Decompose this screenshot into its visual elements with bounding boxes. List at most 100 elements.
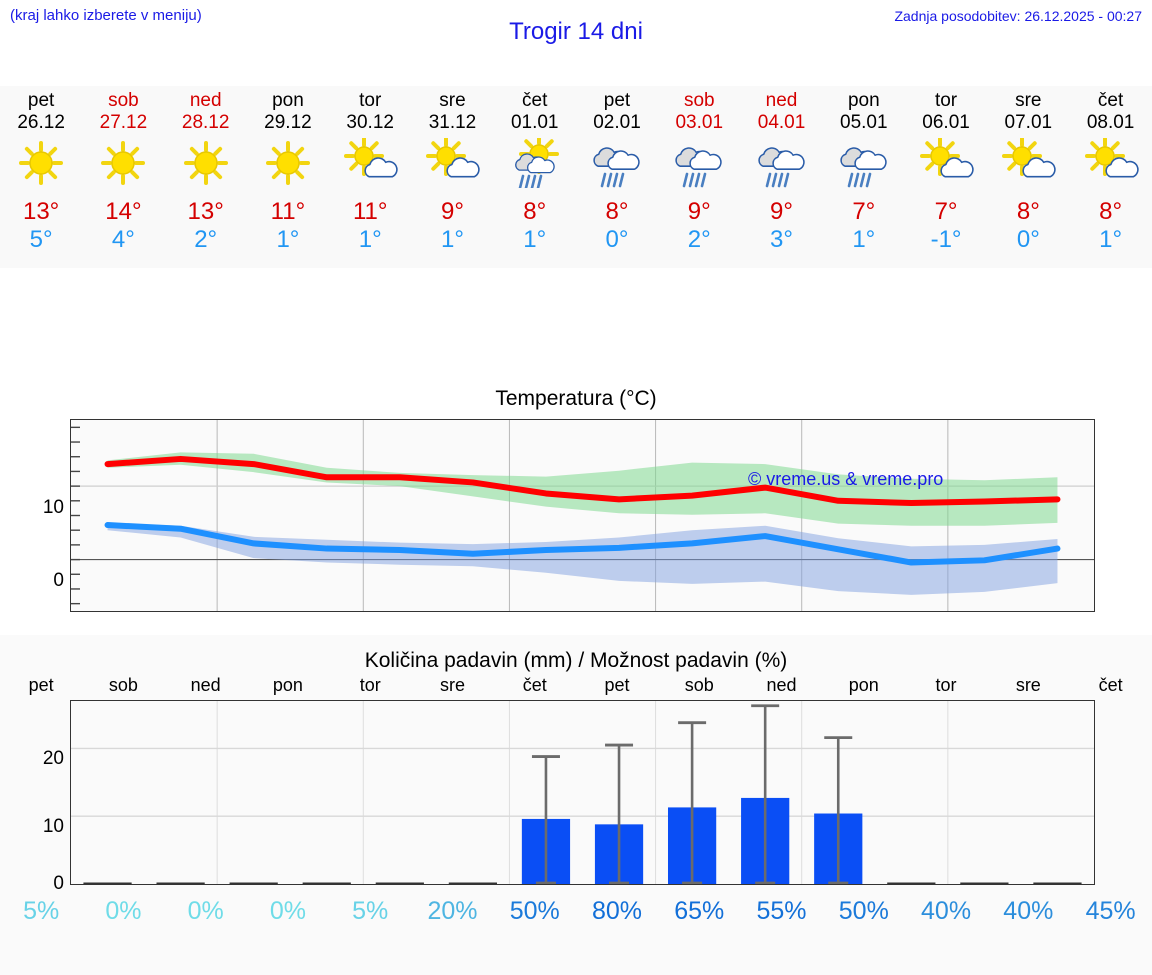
- precipitation-probability-label: 5%: [352, 897, 389, 925]
- forecast-day-name: sre: [1015, 90, 1042, 111]
- precipitation-probability-label: 55%: [756, 897, 807, 925]
- forecast-temp-max: 13°: [22, 198, 60, 225]
- precipitation-ytick-0: 0: [53, 873, 64, 894]
- forecast-day-column: sob 27.12 14° 4°: [82, 86, 164, 268]
- precipitation-plot-svg: [71, 701, 1094, 884]
- forecast-day-name: pet: [27, 90, 55, 111]
- sun-cloud-icon: [342, 136, 398, 190]
- precip-bar: [1033, 882, 1082, 884]
- forecast-day-date: 30.12: [346, 112, 394, 133]
- precipitation-x-label: pon: [272, 675, 303, 695]
- precipitation-x-label: sre: [1015, 675, 1041, 695]
- precipitation-ytick-20: 20: [42, 748, 64, 769]
- daily-forecast-strip: pet 26.12 13° 5° sob 27.12 14° 4° ned 28.12 13° 2° p…: [0, 86, 1152, 268]
- precipitation-x-label: čet: [522, 675, 547, 695]
- forecast-day-column: pon 05.01 7° 1°: [823, 86, 905, 268]
- forecast-day-date: 01.01: [510, 112, 559, 133]
- precipitation-probability-label: 0%: [187, 897, 224, 925]
- precipitation-probability-label: 65%: [674, 897, 725, 925]
- forecast-day-column: ned 28.12 13° 2°: [165, 86, 247, 268]
- forecast-day-date: 08.01: [1086, 112, 1135, 133]
- sun-cloud-icon: [424, 136, 481, 190]
- precip-bar: [375, 882, 424, 884]
- precip-bar: [83, 882, 132, 884]
- precipitation-probability-label: 40%: [921, 897, 972, 925]
- forecast-day-name: ned: [189, 90, 222, 111]
- temperature-chart-title: Temperatura (°C): [495, 387, 657, 410]
- forecast-temp-max: 9°: [440, 198, 464, 225]
- watermark: © vreme.us & vreme.pro: [748, 469, 944, 489]
- forecast-temp-min: 1°: [523, 226, 547, 253]
- precipitation-probability-label: 20%: [427, 897, 478, 925]
- forecast-day-date: 06.01: [922, 112, 970, 133]
- temperature-ytick-10: 10: [42, 497, 64, 518]
- forecast-day-name: pon: [847, 90, 880, 111]
- forecast-temp-min: 1°: [1099, 226, 1123, 253]
- forecast-day-name: sob: [108, 90, 139, 111]
- forecast-temp-min: 0°: [605, 226, 629, 253]
- forecast-temp-max: 13°: [187, 198, 224, 225]
- forecast-day-date: 07.01: [1004, 112, 1053, 133]
- precipitation-x-label: pet: [28, 675, 54, 695]
- forecast-temp-max: 11°: [270, 198, 306, 225]
- forecast-temp-min: 1°: [852, 226, 876, 253]
- forecast-temp-max: 8°: [1016, 198, 1040, 225]
- precipitation-ytick-10: 10: [42, 816, 64, 837]
- cloud-rain-icon: [671, 136, 727, 190]
- forecast-day-date: 31.12: [428, 112, 477, 133]
- forecast-temp-min: 2°: [687, 226, 711, 253]
- location-menu-note[interactable]: (kraj lahko izberete v meniju): [10, 7, 202, 24]
- precipitation-x-label: čet: [1098, 675, 1123, 695]
- forecast-day-date: 03.01: [675, 112, 724, 133]
- forecast-day-date: 29.12: [264, 112, 312, 133]
- last-updated-text: Zadnja posodobitev: 26.12.2025 - 00:27: [894, 8, 1142, 24]
- forecast-temp-max: 7°: [852, 198, 876, 225]
- forecast-temp-max: 11°: [352, 198, 388, 225]
- forecast-temp-min: 1°: [358, 226, 382, 253]
- sun-icon: [178, 136, 234, 190]
- forecast-temp-min: 3°: [770, 226, 793, 253]
- forecast-day-column: čet 08.01 8° 1°: [1069, 86, 1151, 268]
- precipitation-probability-label: 80%: [591, 897, 643, 925]
- forecast-day-date: 02.01: [593, 112, 641, 133]
- forecast-day-date: 05.01: [840, 112, 888, 133]
- forecast-day-name: ned: [765, 90, 798, 111]
- sun-icon: [13, 136, 69, 190]
- forecast-day-column: sre 07.01 8° 0°: [987, 86, 1069, 268]
- sun-cloud-icon: [1000, 136, 1056, 190]
- forecast-day-name: tor: [934, 90, 958, 111]
- forecast-temp-max: 14°: [105, 198, 142, 225]
- forecast-day-column: pet 02.01 8° 0°: [576, 86, 658, 268]
- forecast-temp-min: 1°: [440, 226, 464, 253]
- forecast-temp-max: 8°: [605, 198, 629, 225]
- precipitation-x-label: pon: [848, 675, 879, 695]
- cloud-rain-icon: [754, 136, 810, 190]
- precipitation-x-label: pet: [604, 675, 630, 695]
- cloud-rain-icon: [589, 136, 645, 190]
- temperature-plot-svg: [71, 420, 1094, 611]
- forecast-day-name: čet: [522, 90, 548, 111]
- forecast-day-name: sre: [439, 90, 466, 111]
- page-title: Trogir 14 dni: [509, 18, 643, 45]
- precipitation-probability-label: 45%: [1085, 897, 1136, 925]
- temperature-plot-area: [70, 419, 1095, 612]
- forecast-temp-min: 2°: [194, 226, 218, 253]
- precip-bar: [448, 882, 498, 884]
- precipitation-probability-label: 40%: [1003, 897, 1054, 925]
- precip-bar: [229, 882, 278, 884]
- forecast-temp-min: 4°: [111, 226, 135, 253]
- precip-bar: [302, 882, 351, 884]
- forecast-temp-max: 9°: [687, 198, 711, 225]
- precipitation-x-label: sob: [108, 675, 138, 695]
- sun-cloud-icon: [918, 136, 974, 190]
- precip-bar: [960, 882, 1009, 884]
- sun-cloud-rain-icon: [507, 136, 563, 190]
- precipitation-x-label: sre: [439, 675, 465, 695]
- forecast-temp-min: 1°: [276, 226, 300, 253]
- sun-icon: [95, 136, 151, 190]
- forecast-day-date: 27.12: [99, 112, 148, 133]
- forecast-day-column: ned 04.01 9° 3°: [740, 86, 822, 268]
- precipitation-probability-label: 50%: [838, 897, 889, 925]
- precipitation-x-label: ned: [766, 675, 797, 695]
- forecast-temp-max: 9°: [770, 198, 793, 225]
